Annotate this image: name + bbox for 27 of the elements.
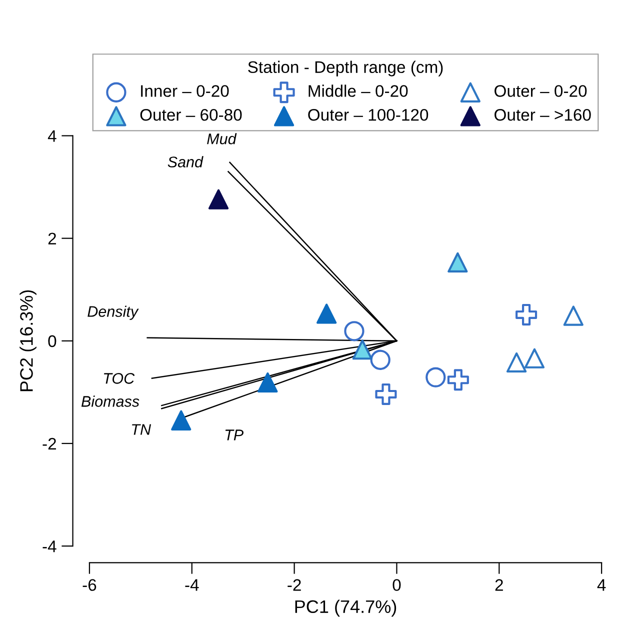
x-tick-label: 4 xyxy=(597,579,606,591)
y-tick-label: 0 xyxy=(48,335,56,348)
legend-label: Inner – 0-20 xyxy=(141,85,229,97)
annotation: TOC xyxy=(104,373,135,384)
x-tick-label: -6 xyxy=(82,579,96,591)
legend-label: Middle – 0-20 xyxy=(308,84,408,97)
x-axis-title: PC1 (74.7%) xyxy=(295,600,396,617)
annotation: TP xyxy=(225,430,244,440)
legend-label: Outer – 100-120 xyxy=(308,108,428,121)
annotation: Mud xyxy=(207,133,237,144)
x-tick-label: -2 xyxy=(288,579,301,591)
y-axis-title: PC2 (16.3%) xyxy=(20,290,36,392)
x-tick-label: -4 xyxy=(185,579,199,591)
legend-label: Outer – >160 xyxy=(494,108,591,121)
annotation: Density xyxy=(88,306,139,320)
legend-label: Outer – 60-80 xyxy=(140,108,242,121)
legend-label: Outer – 0-20 xyxy=(494,85,587,97)
annotation: Sand xyxy=(168,156,204,168)
x-tick-label: 0 xyxy=(392,579,401,591)
annotation: Biomass xyxy=(81,396,140,407)
y-tick-label: -4 xyxy=(42,540,56,552)
x-tick-label: 2 xyxy=(495,579,503,591)
annotation: TN xyxy=(132,424,152,435)
legend-title: Station - Depth range (cm) xyxy=(248,60,443,76)
y-tick-label: -2 xyxy=(42,438,56,450)
y-tick-label: 4 xyxy=(48,130,56,142)
y-tick-label: 2 xyxy=(48,232,56,244)
